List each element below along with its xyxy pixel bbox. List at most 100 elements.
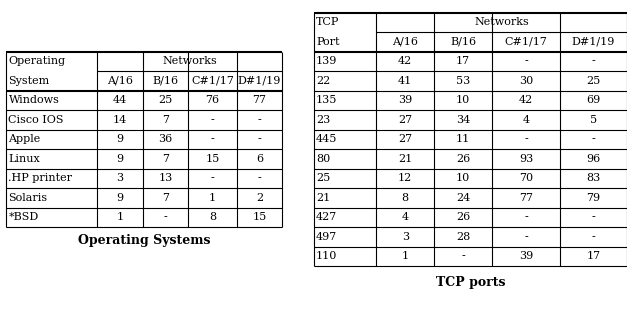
Text: 77: 77	[519, 193, 533, 203]
Text: -: -	[258, 135, 261, 144]
Text: 26: 26	[456, 154, 470, 164]
Text: 9: 9	[117, 193, 124, 203]
Text: -: -	[524, 135, 528, 144]
Text: 34: 34	[456, 115, 470, 125]
Text: 10: 10	[456, 95, 470, 105]
Text: 23: 23	[316, 115, 330, 125]
Text: 10: 10	[456, 173, 470, 183]
Text: .HP printer: .HP printer	[9, 173, 73, 183]
Text: 14: 14	[113, 115, 127, 125]
Text: Operating: Operating	[9, 56, 66, 66]
Text: 7: 7	[162, 154, 169, 164]
Text: 427: 427	[316, 212, 337, 222]
Text: 4: 4	[402, 212, 409, 222]
Text: Port: Port	[316, 37, 339, 47]
Text: B/16: B/16	[152, 76, 179, 86]
Text: -: -	[591, 232, 595, 242]
Text: Apple: Apple	[9, 135, 41, 144]
Text: -: -	[524, 56, 528, 66]
Text: *BSD: *BSD	[9, 212, 39, 222]
Text: 17: 17	[586, 251, 601, 261]
Text: 93: 93	[519, 154, 533, 164]
Text: Windows: Windows	[9, 95, 60, 105]
Text: 80: 80	[316, 154, 330, 164]
Text: -: -	[524, 212, 528, 222]
Text: 6: 6	[256, 154, 263, 164]
Text: C#1/17: C#1/17	[505, 37, 547, 47]
Text: 21: 21	[316, 193, 330, 203]
Text: D#1/19: D#1/19	[238, 76, 281, 86]
Text: -: -	[591, 212, 595, 222]
Text: D#1/19: D#1/19	[572, 37, 615, 47]
Text: 53: 53	[456, 76, 470, 86]
Text: Networks: Networks	[162, 56, 217, 66]
Text: 79: 79	[586, 193, 601, 203]
Text: Cisco IOS: Cisco IOS	[9, 115, 64, 125]
Text: 96: 96	[586, 154, 601, 164]
Text: 2: 2	[256, 193, 263, 203]
Text: 1: 1	[209, 193, 216, 203]
Text: 135: 135	[316, 95, 337, 105]
Text: 11: 11	[456, 135, 470, 144]
Text: 1: 1	[402, 251, 409, 261]
Text: -: -	[211, 173, 214, 183]
Text: 83: 83	[586, 173, 601, 183]
Text: System: System	[9, 76, 50, 86]
Text: 9: 9	[117, 154, 124, 164]
Text: 13: 13	[159, 173, 172, 183]
Text: Networks: Networks	[474, 17, 529, 27]
Text: 25: 25	[159, 95, 172, 105]
Text: 27: 27	[398, 115, 413, 125]
Text: 44: 44	[113, 95, 127, 105]
Text: 139: 139	[316, 56, 337, 66]
Text: 8: 8	[402, 193, 409, 203]
Text: -: -	[164, 212, 167, 222]
Text: 15: 15	[252, 212, 266, 222]
Text: 15: 15	[206, 154, 219, 164]
Text: Linux: Linux	[9, 154, 40, 164]
Text: 39: 39	[398, 95, 413, 105]
Text: -: -	[258, 173, 261, 183]
Text: 26: 26	[456, 212, 470, 222]
Text: -: -	[461, 251, 465, 261]
Text: 24: 24	[456, 193, 470, 203]
Text: 7: 7	[162, 115, 169, 125]
Text: 25: 25	[316, 173, 330, 183]
Text: 445: 445	[316, 135, 337, 144]
Text: 42: 42	[519, 95, 533, 105]
Text: -: -	[524, 232, 528, 242]
Text: 7: 7	[162, 193, 169, 203]
Text: TCP ports: TCP ports	[436, 276, 505, 289]
Text: 5: 5	[590, 115, 597, 125]
Text: TCP: TCP	[316, 17, 339, 27]
Text: 76: 76	[206, 95, 219, 105]
Text: 30: 30	[519, 76, 533, 86]
Text: C#1/17: C#1/17	[191, 76, 234, 86]
Text: 1: 1	[117, 212, 124, 222]
Text: 36: 36	[159, 135, 172, 144]
Text: 12: 12	[398, 173, 413, 183]
Text: 3: 3	[117, 173, 124, 183]
Text: 9: 9	[117, 135, 124, 144]
Text: 110: 110	[316, 251, 337, 261]
Text: 70: 70	[519, 173, 533, 183]
Text: -: -	[211, 135, 214, 144]
Text: Solaris: Solaris	[9, 193, 48, 203]
Text: 41: 41	[398, 76, 413, 86]
Text: 8: 8	[209, 212, 216, 222]
Text: 4: 4	[522, 115, 529, 125]
Text: Operating Systems: Operating Systems	[78, 234, 211, 247]
Text: A/16: A/16	[107, 76, 133, 86]
Text: -: -	[591, 56, 595, 66]
Text: -: -	[258, 115, 261, 125]
Text: 27: 27	[398, 135, 413, 144]
Text: -: -	[211, 115, 214, 125]
Text: A/16: A/16	[393, 37, 418, 47]
Text: -: -	[591, 135, 595, 144]
Text: 42: 42	[398, 56, 413, 66]
Text: 69: 69	[586, 95, 601, 105]
Text: 77: 77	[253, 95, 266, 105]
Text: 28: 28	[456, 232, 470, 242]
Text: 25: 25	[586, 76, 601, 86]
Text: 17: 17	[456, 56, 470, 66]
